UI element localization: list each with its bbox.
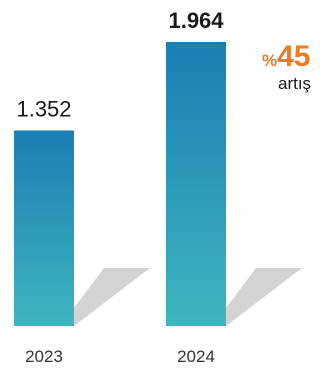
bar-shadow bbox=[74, 268, 150, 326]
bar-2023 bbox=[14, 130, 74, 326]
bar-shadow bbox=[226, 268, 302, 326]
growth-word: artış bbox=[278, 74, 312, 93]
tick-label-2024: 2024 bbox=[177, 347, 215, 366]
bar-2024 bbox=[166, 42, 226, 326]
percent-sign: % bbox=[262, 51, 278, 70]
tick-label-2023: 2023 bbox=[25, 347, 63, 366]
percent-value: 45 bbox=[277, 40, 311, 73]
value-label-2023: 1.352 bbox=[16, 96, 71, 121]
growth-annotation: %45 artış bbox=[262, 40, 320, 94]
value-label-2024: 1.964 bbox=[168, 8, 224, 33]
